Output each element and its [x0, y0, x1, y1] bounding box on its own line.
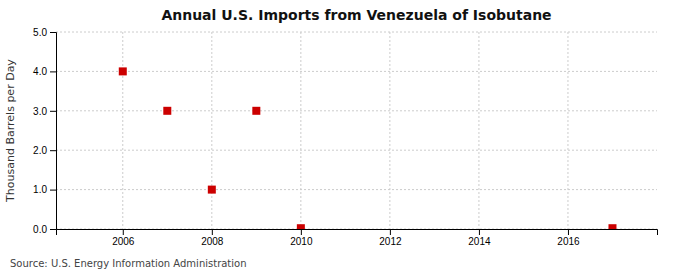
- x-tick: 2014: [468, 229, 491, 247]
- grid-line: [300, 32, 301, 229]
- chart: 2006 2008 2010 2012 2014 2016 0.0 1.0 2.0 3.0 4.0 5…: [0, 0, 675, 275]
- point: [252, 107, 260, 115]
- axis-line: [50, 33, 57, 230]
- x-tick: 2016: [557, 229, 580, 247]
- grid: [56, 32, 657, 229]
- point: [163, 107, 171, 115]
- axis-line: [57, 230, 658, 236]
- point: [208, 186, 216, 194]
- y-tick: 0.0: [33, 224, 56, 235]
- y-tick: 5.0: [33, 27, 56, 38]
- tick-label: 2016: [557, 236, 580, 247]
- tick-label: 5.0: [33, 27, 47, 38]
- grid-line: [389, 32, 390, 229]
- tick-label: 2012: [379, 236, 402, 247]
- tick-mark: [123, 229, 124, 235]
- grid-line: [56, 150, 657, 151]
- point: [608, 224, 616, 229]
- tick-mark: [50, 32, 56, 33]
- x-tick: 2010: [290, 229, 313, 247]
- grid-line: [56, 189, 657, 190]
- tick-mark: [301, 229, 302, 235]
- tick-mark: [212, 229, 213, 235]
- grid-line: [56, 110, 657, 111]
- tick-mark: [390, 229, 391, 235]
- tick-mark: [50, 150, 56, 151]
- tick-label: 3.0: [33, 106, 47, 117]
- y-axis: 0.0 1.0 2.0 3.0 4.0 5.0: [33, 27, 56, 235]
- tick-mark: [50, 111, 56, 112]
- grid-line: [478, 32, 479, 229]
- grid-line: [56, 32, 657, 33]
- x-tick: 2012: [379, 229, 402, 247]
- x-tick: 2006: [112, 229, 135, 247]
- grid-line: [122, 32, 123, 229]
- tick-label: 1.0: [33, 184, 47, 195]
- x-axis: 2006 2008 2010 2012 2014 2016: [57, 229, 658, 247]
- grid-line: [56, 71, 657, 72]
- tick-label: 2010: [290, 236, 313, 247]
- annotation: Source: U.S. Energy Information Administ…: [10, 258, 247, 269]
- y-tick: 1.0: [33, 184, 56, 195]
- tick-mark: [50, 71, 56, 72]
- y-axis-label: Thousand Barrels per Day: [4, 59, 17, 203]
- point: [297, 224, 305, 229]
- point: [119, 67, 127, 75]
- plot: 2006 2008 2010 2012 2014 2016 0.0 1.0 2.0 3.0 4.0 5…: [33, 27, 657, 247]
- y-tick: 4.0: [33, 66, 56, 77]
- points: [119, 67, 617, 229]
- tick-label: 2014: [468, 236, 491, 247]
- tick-label: 2008: [201, 236, 224, 247]
- y-tick: 3.0: [33, 106, 56, 117]
- tick-label: 2.0: [33, 145, 47, 156]
- x-tick: 2008: [201, 229, 224, 247]
- tick-label: 4.0: [33, 66, 47, 77]
- grid-line: [567, 32, 568, 229]
- tick-label: 0.0: [33, 224, 47, 235]
- tick-mark: [50, 229, 56, 230]
- tick-mark: [568, 229, 569, 235]
- tick-mark: [479, 229, 480, 235]
- tick-mark: [50, 190, 56, 191]
- title: Annual U.S. Imports from Venezuela of Is…: [161, 7, 551, 23]
- y-tick: 2.0: [33, 145, 56, 156]
- tick-label: 2006: [112, 236, 135, 247]
- grid-line: [211, 32, 212, 229]
